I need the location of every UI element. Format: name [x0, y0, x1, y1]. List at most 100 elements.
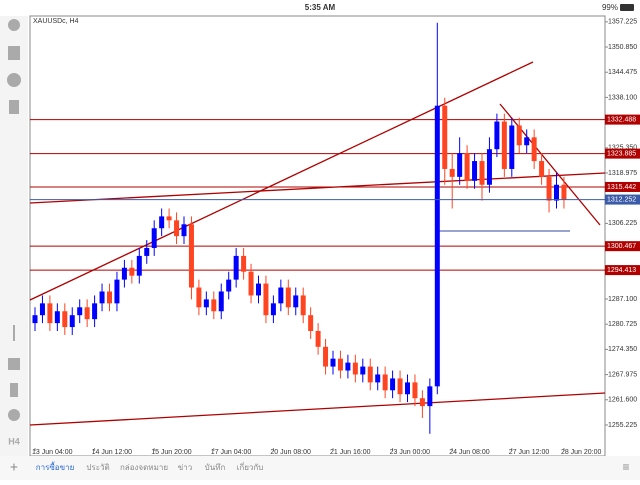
battery-text: 99% [602, 3, 618, 12]
tab[interactable]: ข่าว [178, 463, 192, 472]
tab[interactable]: เกี่ยวกับ [237, 461, 264, 472]
candle-body [330, 358, 336, 367]
tab-bar-bg [0, 456, 640, 480]
chat-icon[interactable] [7, 73, 21, 87]
trendline [499, 103, 601, 226]
candle-body [84, 307, 90, 320]
x-tick-label: 24 Jun 08:00 [449, 449, 490, 456]
chart-title: XAUUSDc, H4 [33, 18, 79, 25]
candle-body [323, 346, 329, 367]
tab[interactable]: ประวัติ [86, 463, 109, 472]
candle-body [539, 161, 545, 177]
candle-body [32, 315, 38, 324]
candle-body [174, 220, 180, 237]
plot-area [29, 15, 606, 457]
candle-body [524, 137, 530, 146]
level-label: 1323.885 [607, 150, 636, 157]
candle-body [114, 279, 120, 304]
tab-bar: + ≡ [0, 456, 640, 480]
bid-label-bg [605, 194, 640, 205]
trendlines [29, 61, 606, 426]
candle-body [129, 267, 135, 276]
candle-body [196, 287, 202, 308]
candle-body [188, 224, 194, 288]
candle-body [315, 331, 321, 347]
x-tick-label: 23 Jun 00:00 [390, 449, 431, 456]
candle-body [352, 362, 358, 375]
indicators-icon[interactable] [8, 358, 20, 370]
candle-body [285, 287, 291, 308]
candle-body [479, 161, 485, 185]
x-tick-label: 17 Jun 04:00 [211, 449, 252, 456]
function-icon[interactable] [10, 383, 18, 397]
candle-body [166, 216, 172, 221]
candle-body [248, 271, 254, 296]
level-label-bg [605, 114, 640, 125]
quotes-icon[interactable] [8, 46, 20, 60]
candle-body [419, 398, 425, 407]
tab[interactable]: บันทึก [205, 463, 226, 472]
candle-body [151, 228, 157, 249]
candle-body [39, 303, 45, 316]
trendline [29, 392, 606, 426]
y-tick-label: 1350.850 [608, 44, 637, 51]
candle-body [345, 362, 351, 371]
candle-body [226, 279, 232, 292]
candle-body [92, 303, 98, 320]
account-icon[interactable] [8, 19, 20, 31]
candle-body [501, 121, 507, 169]
y-tick-label: 1357.225 [608, 19, 637, 26]
tab[interactable]: กล่องจดหมาย [120, 463, 168, 472]
y-tick-label: 1338.100 [608, 94, 637, 101]
status-bar [0, 0, 640, 16]
y-tick-label: 1306.225 [608, 220, 637, 227]
level-label: 1294.413 [607, 267, 636, 274]
x-tick-label: 13 Jun 04:00 [32, 449, 73, 456]
y-tick-label: 1267.975 [608, 371, 637, 378]
y-tick-label: 1344.475 [608, 69, 637, 76]
candle-body [472, 161, 478, 181]
x-tick-label: 14 Jun 12:00 [92, 449, 133, 456]
candle-body [561, 184, 567, 200]
candle-body [464, 153, 470, 181]
level-label: 1315.442 [607, 184, 636, 191]
x-tick-label: 27 Jun 12:00 [509, 449, 550, 456]
candle-body [308, 315, 314, 332]
y-tick-label: 1318.975 [608, 170, 637, 177]
y-tick-label: 1261.600 [608, 397, 637, 404]
x-tick-label: 21 Jun 16:00 [330, 449, 371, 456]
level-label-bg [605, 181, 640, 192]
y-tick-label: 1255.225 [608, 422, 637, 429]
candle-body [390, 378, 396, 391]
candle-body [494, 121, 500, 150]
candle-body [233, 255, 239, 280]
add-button[interactable]: + [10, 459, 18, 475]
y-tick-label: 1325.350 [608, 145, 637, 152]
level-label: 1332.488 [607, 116, 636, 123]
x-tick-label: 15 Jun 20:00 [151, 449, 192, 456]
candle-body [203, 299, 209, 308]
timeframe[interactable]: H4 [8, 436, 20, 446]
menu-button[interactable]: ≡ [622, 460, 629, 474]
candle-body [397, 378, 403, 395]
candle-body [434, 105, 440, 387]
toolbar-icons [7, 19, 21, 421]
candle-body [159, 216, 165, 229]
tab[interactable]: การซื้อขาย [36, 461, 75, 472]
candle-body [47, 303, 53, 324]
battery-icon [620, 4, 634, 11]
candle-body [241, 255, 247, 272]
trendline [29, 172, 606, 204]
candle-body [107, 291, 112, 304]
clock: 5:35 AM [305, 3, 336, 12]
candle-body [144, 248, 150, 256]
new-order-icon[interactable] [9, 100, 19, 114]
y-tick-label: 1274.350 [608, 346, 637, 353]
candle-body [181, 224, 187, 237]
candle-body [554, 184, 559, 201]
candle-body [300, 295, 306, 316]
crosshair-icon[interactable] [13, 325, 15, 341]
objects-icon[interactable] [8, 409, 20, 421]
